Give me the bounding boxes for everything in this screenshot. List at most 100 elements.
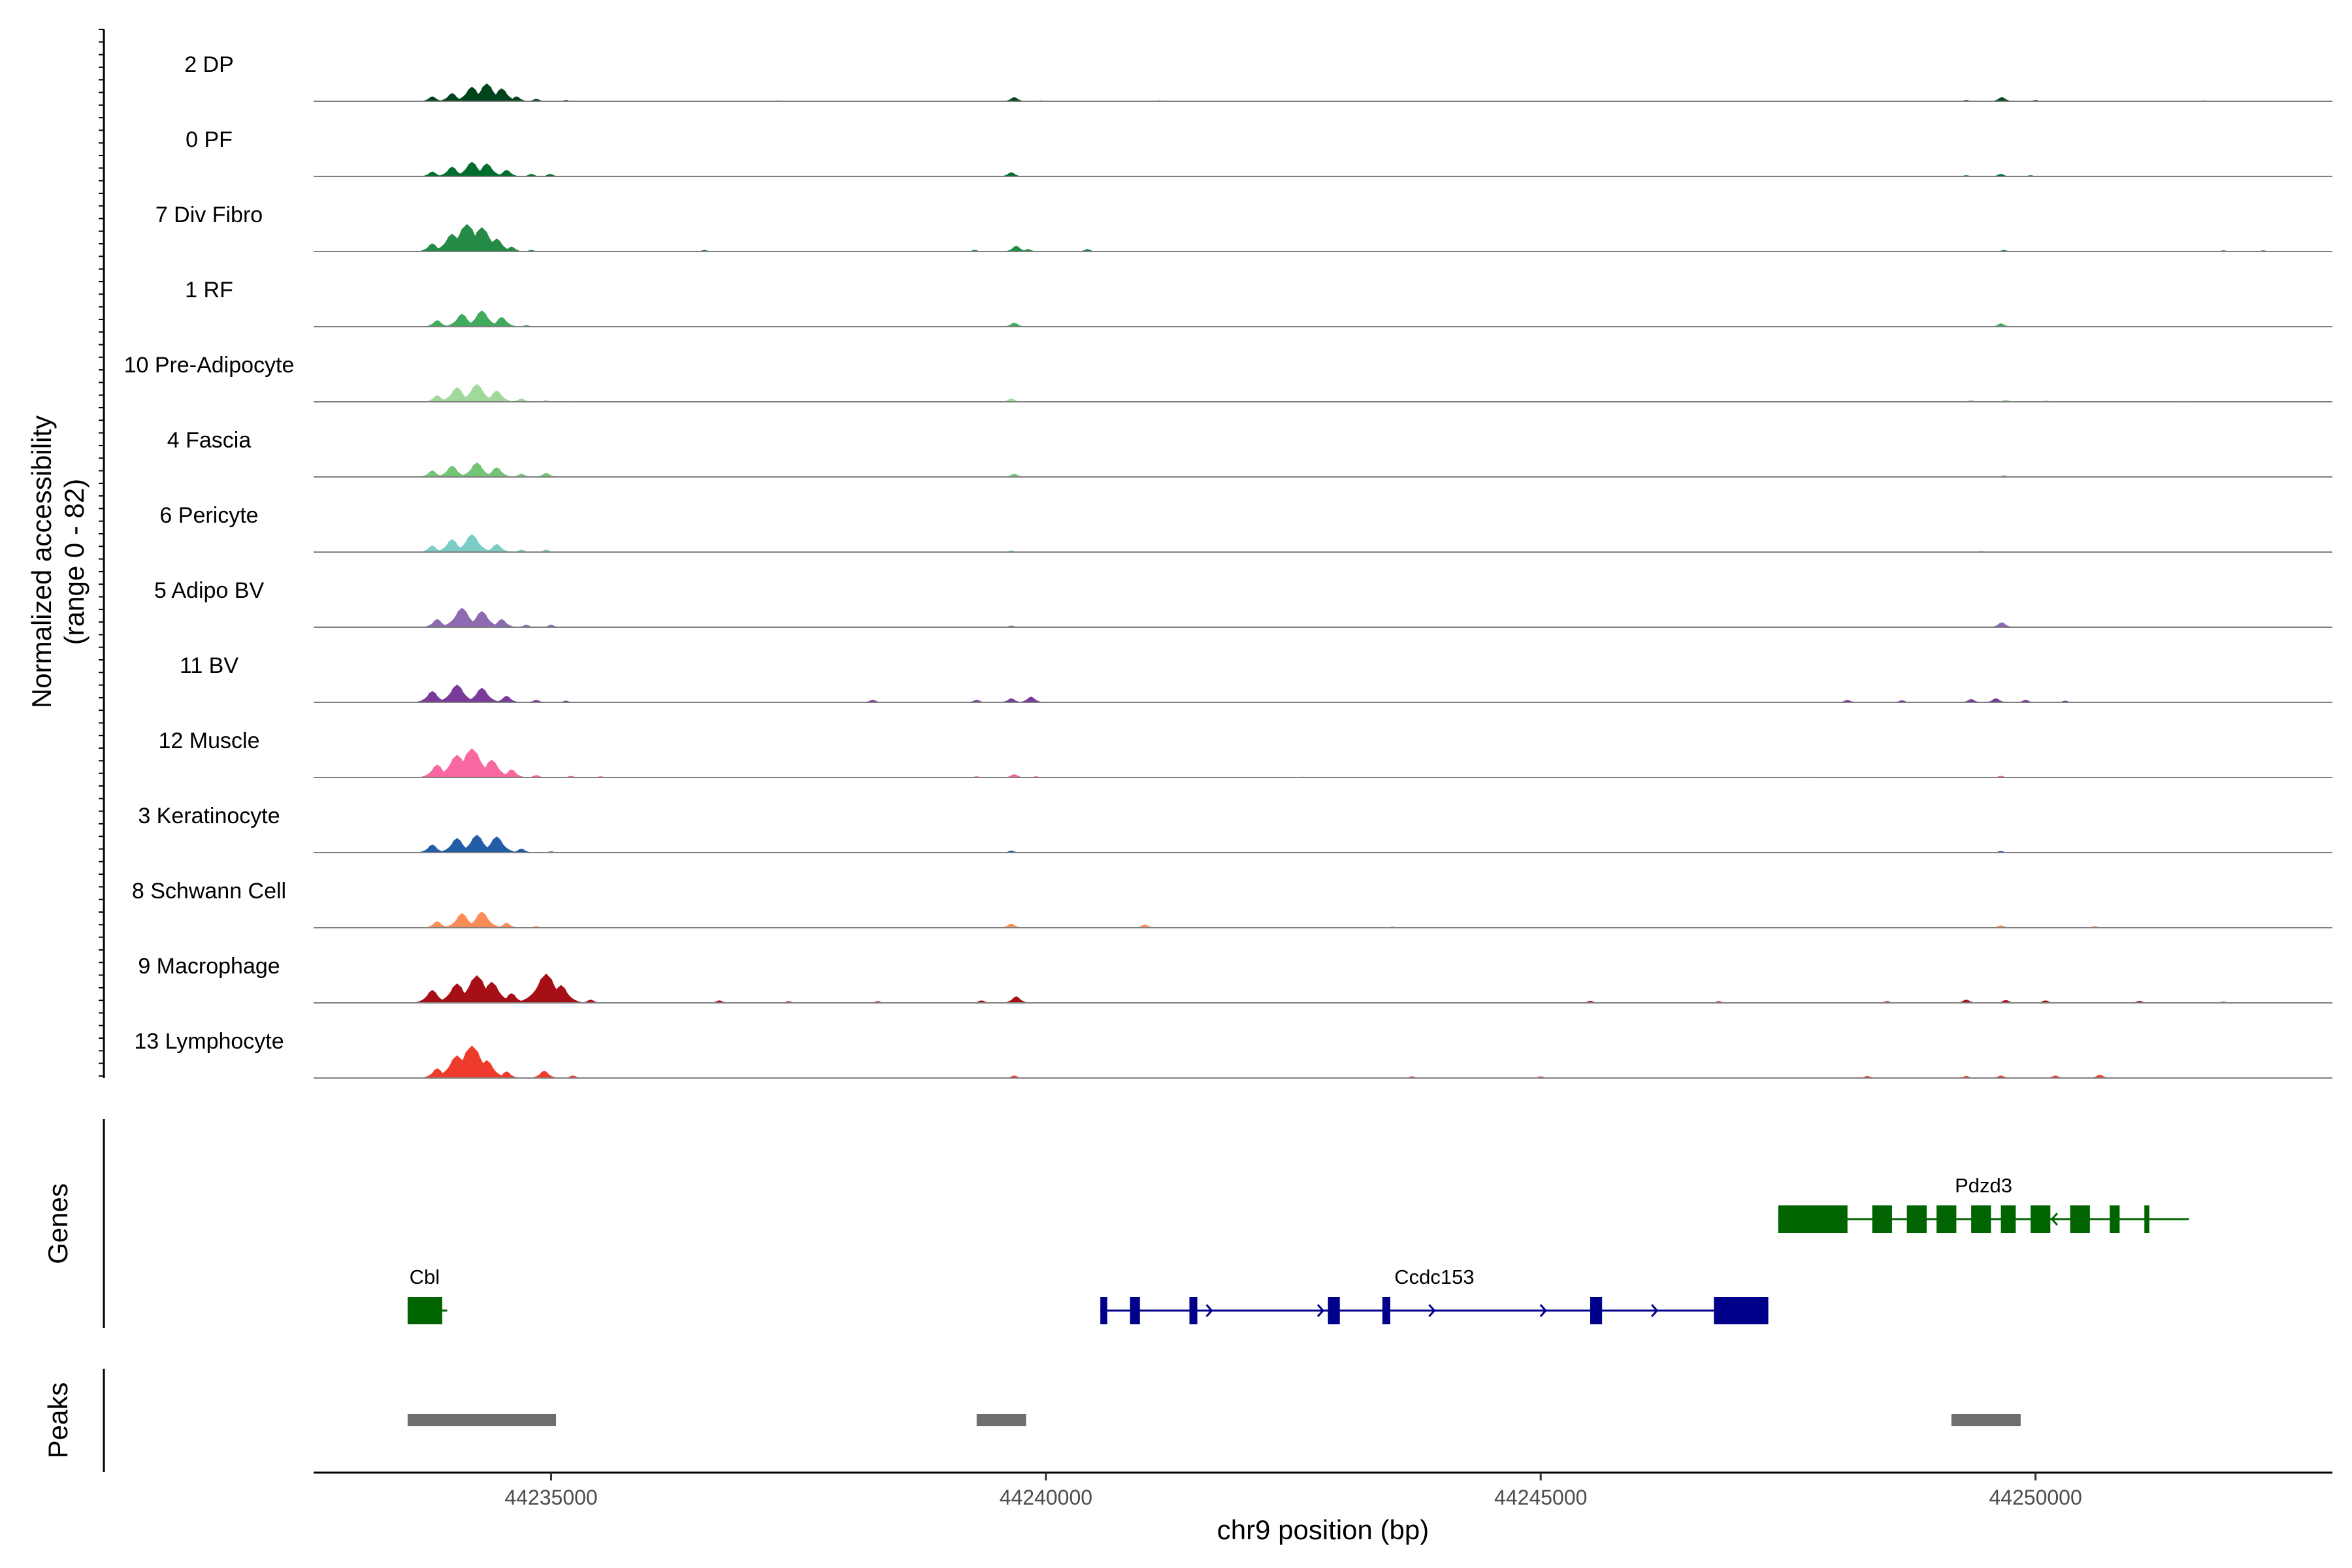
coverage-peak — [414, 546, 450, 552]
track-label: 3 Keratinocyte — [138, 804, 280, 828]
coverage-peak — [553, 700, 580, 702]
coverage-peak — [447, 86, 497, 101]
coverage-peak — [858, 700, 887, 702]
coverage-peak — [513, 325, 540, 327]
coverage-peak — [1014, 696, 1048, 702]
coverage-peak — [968, 1000, 996, 1003]
coverage-peak — [523, 926, 550, 928]
coverage-peak — [998, 550, 1025, 552]
coverage-peak — [416, 96, 449, 101]
coverage-peak — [1987, 174, 2015, 176]
coverage-peak — [489, 170, 525, 176]
coverage-peak — [481, 317, 523, 327]
coverage-peak — [447, 161, 497, 176]
coverage-peak — [425, 1055, 489, 1078]
coverage-peak — [416, 1068, 458, 1078]
strand-arrow — [1205, 1304, 1213, 1317]
coverage-peak — [559, 1075, 587, 1078]
coverage-peak — [998, 97, 1030, 101]
coverage-peak — [413, 243, 451, 252]
coverage-peak — [1987, 776, 2014, 777]
coverage-peak — [413, 844, 451, 853]
coverage-peak — [537, 625, 565, 627]
coverage-peak — [864, 1001, 891, 1003]
coverage-peak — [464, 759, 520, 777]
coverage-peak — [1527, 1076, 1554, 1078]
coverage-peak — [482, 619, 521, 627]
coverage-peak — [490, 923, 523, 928]
track-label: 0 PF — [186, 127, 233, 152]
coverage-peak — [408, 990, 456, 1003]
track-4-fascia: 4 Fascia — [167, 428, 2332, 478]
gene-exon — [1100, 1297, 1107, 1324]
coverage-peak — [455, 310, 508, 327]
coverage-peak — [1987, 851, 2014, 853]
coverage-peak — [416, 171, 449, 176]
gene-label: Pdzd3 — [1955, 1174, 2012, 1197]
coverage-peak — [522, 99, 551, 101]
coverage-peak — [533, 985, 589, 1003]
gene-exon — [1936, 1205, 1957, 1233]
coverage-peak — [2031, 1000, 2060, 1003]
track-label: 11 BV — [180, 653, 238, 678]
strand-arrow — [1539, 1304, 1547, 1317]
x-axis-ticks: 44235000 44240000 44245000 44250000 — [504, 1473, 2082, 1509]
coverage-peak — [2082, 926, 2108, 928]
coverage-peak — [1888, 700, 1916, 702]
coverage-peak — [1833, 700, 1862, 702]
gene-exon — [1778, 1205, 1848, 1233]
coverage-peak — [1014, 249, 1042, 252]
coverage-peak — [996, 923, 1027, 928]
coverage-peak — [1990, 250, 2017, 252]
coverage-peak — [506, 848, 537, 853]
coverage-peak — [419, 395, 455, 402]
gene-exon — [1971, 1205, 1991, 1233]
coverage-peak — [998, 850, 1025, 853]
coverage-peak — [470, 836, 523, 853]
y-axis-title-line2: (range 0 - 82) — [59, 479, 90, 645]
coverage-peak — [440, 975, 514, 1003]
coverage-peak — [998, 625, 1025, 627]
accessibility-tracks: 2 DP 0 PF 7 Div Fibro 1 RF 10 Pre-Adipocyte 4… — [124, 52, 2332, 1079]
coverage-peak — [2051, 700, 2079, 702]
coverage-peak — [1957, 400, 1985, 402]
coverage-peak — [2125, 1000, 2153, 1003]
coverage-peak — [2041, 1075, 2070, 1078]
coverage-peak — [1130, 924, 1160, 928]
gene-exon — [2144, 1205, 2149, 1233]
coverage-peak — [705, 1000, 734, 1003]
coverage-peak — [419, 320, 455, 327]
coverage-peak — [500, 96, 533, 101]
coverage-peak — [1985, 622, 2018, 627]
gene-exon — [1906, 1205, 1927, 1233]
x-tick-label: 44245000 — [1494, 1486, 1587, 1509]
coverage-peak — [1986, 97, 2017, 101]
coverage-peak — [522, 700, 551, 702]
coverage-peak — [1987, 925, 2015, 928]
coverage-peak — [576, 1000, 606, 1003]
track-11-bv: 11 BV — [180, 653, 2332, 703]
coverage-peak — [1874, 1001, 1901, 1003]
strand-arrow — [1651, 1304, 1659, 1317]
coverage-peak — [691, 250, 718, 252]
track-label: 6 Pericyte — [159, 503, 258, 528]
coverage-peak — [999, 246, 1034, 252]
gene-exon — [1130, 1297, 1140, 1324]
coverage-peak — [1952, 1075, 1980, 1078]
coverage-peak — [1952, 1000, 1982, 1003]
gene-exon — [1590, 1297, 1603, 1324]
coverage-peak — [424, 233, 480, 252]
coverage-peak — [961, 250, 988, 252]
x-tick-label: 44250000 — [1989, 1486, 2082, 1509]
coverage-peak — [1854, 1075, 1881, 1078]
track-6-pericyte: 6 Pericyte — [159, 503, 2332, 553]
coverage-peak — [962, 700, 991, 702]
coverage-peak — [491, 993, 532, 1003]
coverage-peak — [431, 167, 473, 176]
coverage-peak — [512, 625, 541, 627]
coverage-peak — [1956, 699, 1986, 702]
coverage-peak — [448, 227, 516, 252]
track-label: 12 Muscle — [159, 728, 260, 753]
coverage-peak — [1986, 323, 2016, 327]
